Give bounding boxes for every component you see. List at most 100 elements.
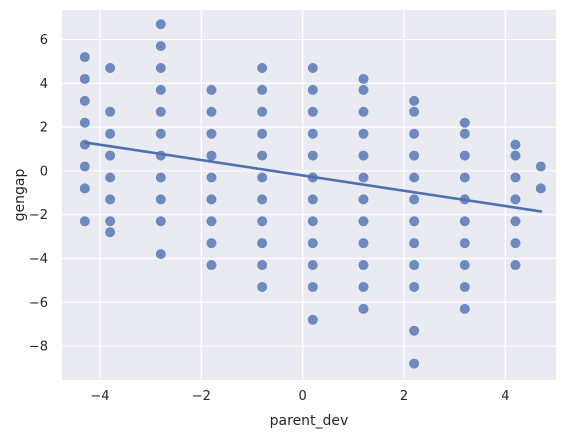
data-point: [79, 52, 90, 63]
data-point: [459, 260, 470, 271]
data-point: [409, 172, 420, 183]
data-point: [257, 84, 268, 95]
data-point: [105, 216, 116, 227]
data-point: [358, 106, 369, 117]
x-tick-label: 0: [299, 389, 307, 404]
data-point: [307, 260, 318, 271]
x-tick-labels: −4 −2 0 2 4: [90, 389, 509, 404]
data-point: [79, 117, 90, 128]
data-point: [307, 150, 318, 161]
data-point: [459, 117, 470, 128]
data-point: [409, 358, 420, 369]
data-point: [155, 41, 166, 52]
data-point: [535, 161, 546, 172]
data-point: [79, 73, 90, 84]
data-point: [409, 194, 420, 205]
data-point: [459, 303, 470, 314]
data-point: [105, 150, 116, 161]
data-point: [79, 216, 90, 227]
y-tick-label: −8: [29, 340, 48, 355]
data-point: [358, 238, 369, 249]
data-point: [307, 281, 318, 292]
data-point: [409, 281, 420, 292]
x-tick-label: −4: [90, 389, 109, 404]
data-point: [535, 183, 546, 194]
data-point: [105, 227, 116, 238]
data-point: [307, 314, 318, 325]
x-tick-label: 4: [501, 389, 509, 404]
data-point: [358, 194, 369, 205]
data-point: [155, 63, 166, 74]
data-point: [510, 194, 521, 205]
data-point: [257, 281, 268, 292]
data-point: [459, 281, 470, 292]
y-tick-label: 4: [40, 77, 48, 92]
data-point: [206, 150, 217, 161]
data-point: [459, 238, 470, 249]
data-point: [358, 172, 369, 183]
data-point: [257, 216, 268, 227]
data-point: [206, 194, 217, 205]
data-points: [79, 19, 546, 369]
data-point: [307, 216, 318, 227]
data-point: [105, 63, 116, 74]
data-point: [155, 216, 166, 227]
x-tick-label: −2: [192, 389, 211, 404]
data-point: [105, 128, 116, 139]
data-point: [510, 172, 521, 183]
x-tick-label: 2: [400, 389, 408, 404]
data-point: [510, 238, 521, 249]
data-point: [155, 84, 166, 95]
data-point: [206, 128, 217, 139]
data-point: [79, 95, 90, 106]
data-point: [409, 238, 420, 249]
regression-line-group: [83, 141, 543, 213]
y-tick-label: 0: [40, 164, 48, 179]
data-point: [459, 172, 470, 183]
data-point: [155, 249, 166, 260]
y-tick-label: 2: [40, 121, 48, 136]
data-point: [79, 183, 90, 194]
data-point: [358, 216, 369, 227]
data-point: [257, 63, 268, 74]
data-point: [79, 161, 90, 172]
grid-lines: [62, 10, 556, 380]
data-point: [206, 216, 217, 227]
data-point: [155, 106, 166, 117]
y-tick-label: −4: [29, 252, 48, 267]
data-point: [358, 303, 369, 314]
data-point: [307, 84, 318, 95]
data-point: [409, 95, 420, 106]
data-point: [105, 194, 116, 205]
y-tick-labels: −8 −6 −4 −2 0 2 4 6: [29, 33, 48, 355]
data-point: [79, 139, 90, 150]
data-point: [307, 128, 318, 139]
data-point: [409, 128, 420, 139]
x-axis-label: parent_dev: [270, 413, 349, 429]
data-point: [307, 238, 318, 249]
data-point: [307, 63, 318, 74]
data-point: [307, 194, 318, 205]
data-point: [510, 139, 521, 150]
data-point: [206, 106, 217, 117]
data-point: [105, 172, 116, 183]
data-point: [307, 106, 318, 117]
data-point: [257, 150, 268, 161]
data-point: [155, 172, 166, 183]
data-point: [459, 128, 470, 139]
data-point: [257, 194, 268, 205]
data-point: [358, 128, 369, 139]
y-tick-label: 6: [40, 33, 48, 48]
data-point: [510, 216, 521, 227]
data-point: [510, 260, 521, 271]
data-point: [459, 216, 470, 227]
data-point: [257, 260, 268, 271]
data-point: [257, 128, 268, 139]
data-point: [155, 128, 166, 139]
data-point: [409, 216, 420, 227]
data-point: [257, 106, 268, 117]
y-tick-label: −2: [29, 208, 48, 223]
data-point: [206, 84, 217, 95]
data-point: [155, 19, 166, 30]
